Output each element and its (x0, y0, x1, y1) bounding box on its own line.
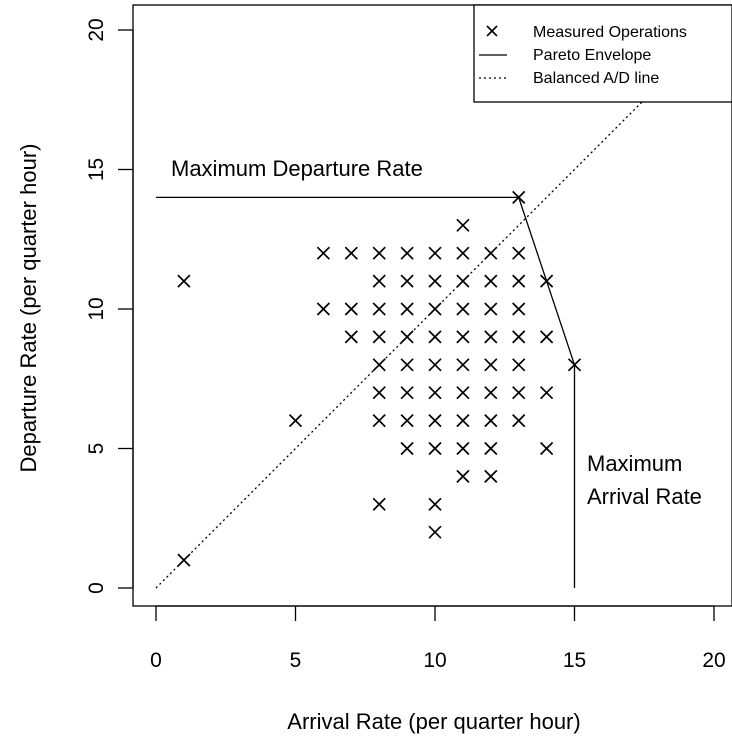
data-point (456, 330, 470, 344)
data-point (400, 441, 414, 456)
data-point (400, 413, 414, 428)
x-tick-label: 20 (702, 649, 725, 672)
data-point (456, 469, 470, 484)
x-axis-title: Arrival Rate (per quarter hour) (287, 709, 580, 734)
x-tick-label: 5 (290, 649, 302, 672)
data-point (372, 246, 386, 260)
data-point (316, 302, 331, 316)
x-tick-label: 0 (150, 649, 162, 672)
data-point (177, 274, 191, 288)
data-point (177, 553, 191, 567)
data-point (484, 386, 498, 400)
data-point (539, 330, 554, 344)
data-point (344, 330, 358, 344)
data-point (400, 330, 414, 344)
data-point (456, 441, 470, 456)
legend-label-measured: Measured Operations (533, 24, 687, 41)
data-point (288, 413, 303, 428)
data-point (428, 413, 442, 428)
data-point (372, 330, 386, 344)
y-axis-title: Departure Rate (per quarter hour) (16, 144, 41, 473)
data-point (484, 469, 498, 484)
data-point (428, 246, 442, 260)
data-point (428, 330, 442, 344)
y-tick-label: 5 (85, 443, 108, 455)
data-point (372, 386, 386, 400)
data-point (456, 246, 470, 260)
data-point (512, 330, 526, 344)
data-point (372, 413, 386, 428)
data-point (400, 386, 414, 400)
y-tick-label: 15 (85, 158, 108, 181)
data-point (484, 330, 498, 344)
y-tick-label: 0 (85, 582, 108, 594)
annotation-max-arrival-line2: Arrival Rate (587, 484, 702, 509)
data-point (456, 218, 470, 232)
data-point (428, 358, 442, 372)
data-point (400, 274, 414, 288)
legend-marker-x (486, 25, 498, 37)
data-point (512, 246, 526, 260)
x-tick-label: 10 (423, 649, 446, 672)
annotation-max-departure: Maximum Departure Rate (171, 156, 423, 181)
data-point (456, 302, 470, 316)
data-point (484, 358, 498, 372)
data-point (372, 358, 386, 372)
data-point (344, 246, 358, 260)
data-point (344, 302, 358, 316)
data-point (484, 246, 498, 260)
data-point (567, 358, 582, 372)
data-point (456, 274, 470, 288)
data-point (400, 358, 414, 372)
data-point (400, 302, 414, 316)
data-point (512, 302, 526, 316)
plot-content (155, 29, 715, 589)
legend-label-balanced: Balanced A/D line (533, 70, 659, 87)
plot-frame (132, 4, 732, 607)
balanced-ad-line (155, 29, 715, 589)
data-point (512, 274, 526, 288)
data-point (372, 497, 386, 511)
legend: Measured Operations Pareto Envelope Bala… (473, 4, 732, 103)
x-tick-label: 15 (563, 649, 586, 672)
data-point (484, 302, 498, 316)
legend-label-pareto: Pareto Envelope (533, 47, 651, 64)
data-point (456, 386, 470, 400)
data-point (512, 358, 526, 372)
data-point (484, 413, 498, 428)
data-point (539, 441, 554, 456)
data-point (372, 274, 386, 288)
data-point (484, 441, 498, 456)
y-tick-label: 10 (85, 297, 108, 320)
data-point (512, 386, 526, 400)
data-point (539, 274, 554, 288)
data-point (484, 274, 498, 288)
data-point (316, 246, 331, 260)
annotation-max-arrival-line1: Maximum (587, 451, 682, 476)
data-point (372, 302, 386, 316)
data-point (456, 413, 470, 428)
data-point (428, 302, 442, 316)
data-point (428, 525, 442, 539)
y-tick-label: 20 (85, 18, 108, 41)
data-point (456, 358, 470, 372)
data-point (428, 386, 442, 400)
data-point (428, 274, 442, 288)
data-point (400, 246, 414, 260)
data-point (512, 413, 526, 428)
data-point (539, 386, 554, 400)
data-point (428, 497, 442, 511)
legend-box (473, 4, 732, 103)
data-point (512, 190, 526, 205)
data-point (428, 441, 442, 456)
